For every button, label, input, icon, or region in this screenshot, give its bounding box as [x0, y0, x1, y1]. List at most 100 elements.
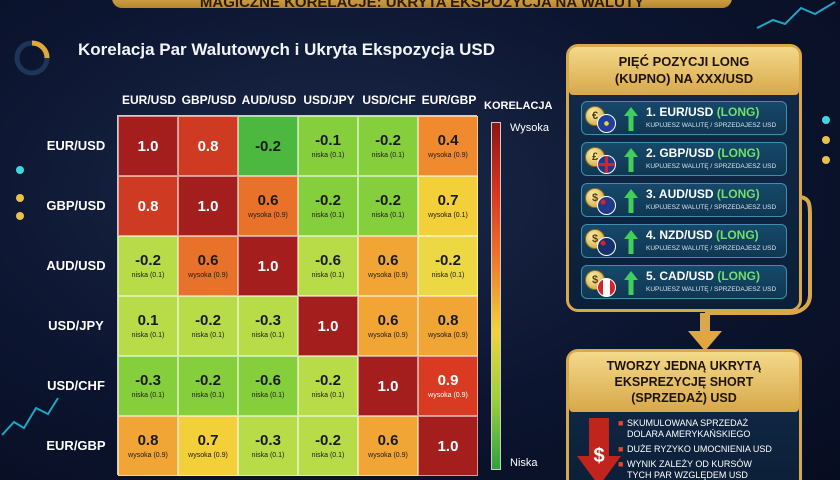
- position-title: 5. CAD/USD (LONG): [646, 269, 760, 283]
- row-header: USD/CHF: [47, 378, 105, 393]
- cell-sublabel: niska (0.1): [131, 391, 165, 399]
- cell-value: 0.7: [197, 431, 219, 449]
- up-arrow-icon: [624, 230, 638, 254]
- flag-icon: [597, 155, 616, 174]
- heatmap-cell: -0.2 niska (0.1): [298, 416, 358, 476]
- position-pair: 5. CAD/USD: [646, 269, 718, 283]
- cell-value: -0.2: [195, 311, 221, 329]
- heatmap-cell: -0.2 niska (0.1): [118, 236, 178, 296]
- heatmap-cell: 0.8 wysoka (0.9): [418, 296, 478, 356]
- long-position-item: €1. EUR/USD (LONG) KUPUJESZ WALUTĘ / SPRZ…: [581, 101, 787, 135]
- cell-sublabel: wysoka (0.9): [428, 391, 468, 399]
- chart-title: Korelacja Par Walutowych i Ukryta Ekspoz…: [78, 40, 495, 59]
- position-title: 1. EUR/USD (LONG): [646, 105, 759, 119]
- cell-value: -0.2: [435, 251, 461, 269]
- flag-icon: [597, 278, 616, 297]
- heatmap-cell: 0.6 wysoka (0.9): [358, 416, 418, 476]
- column-header: USD/CHF: [362, 93, 416, 107]
- cell-value: -0.2: [255, 137, 281, 155]
- heatmap-cell: -0.6 niska (0.1): [238, 356, 298, 416]
- flag-icon: [597, 114, 616, 133]
- heatmap-cell: -0.2 niska (0.1): [418, 236, 478, 296]
- bullet-dot-icon: ■: [618, 444, 624, 454]
- cell-value: -0.2: [135, 251, 161, 269]
- cell-value: 0.6: [377, 311, 399, 329]
- position-long-tag: (LONG): [717, 269, 760, 283]
- cell-sublabel: niska (0.1): [311, 391, 345, 399]
- down-arrow-dollar-icon: $: [577, 418, 621, 480]
- cell-sublabel: niska (0.1): [431, 271, 465, 279]
- cell-value: 0.6: [377, 431, 399, 449]
- cell-sublabel: wysoka (0.9): [128, 451, 168, 459]
- cell-sublabel: wysoka (0.9): [368, 331, 408, 339]
- cell-value: 1.0: [197, 197, 219, 215]
- heatmap-cell: 0.1 niska (0.1): [118, 296, 178, 356]
- cell-value: 0.6: [197, 251, 219, 269]
- column-header: AUD/USD: [241, 93, 297, 107]
- cell-value: 0.6: [257, 191, 279, 209]
- heatmap-cell: 0.8: [178, 116, 238, 176]
- legend-color-bar: [491, 122, 501, 470]
- row-header: USD/JPY: [48, 318, 104, 333]
- long-position-item: $5. CAD/USD (LONG) KUPUJESZ WALUTĘ / SPRZ…: [581, 265, 787, 299]
- heatmap-cell: 0.9 wysoka (0.9): [418, 356, 478, 416]
- legend-low-label: Niska: [510, 457, 538, 469]
- heatmap-cell: -0.2 niska (0.1): [178, 296, 238, 356]
- bullet-dot-icon: ■: [618, 418, 624, 428]
- bullet-item: ■ DUŻE RYZYKO UMOCNIENIA USD: [618, 444, 772, 454]
- heatmap-cell: 1.0: [118, 116, 178, 176]
- decorative-line-chart-left: [1, 397, 59, 436]
- position-pair: 1. EUR/USD: [646, 105, 717, 119]
- legend-title: KORELACJA: [484, 100, 553, 112]
- column-header: GBP/USD: [181, 93, 237, 107]
- short-exposure-panel: TWORZY JEDNĄ UKRYTĄ EKSPREZYCJĘ SHORT (S…: [566, 349, 802, 480]
- cell-sublabel: niska (0.1): [131, 271, 165, 279]
- heatmap-cell: -0.2: [238, 116, 298, 176]
- cell-value: -0.2: [315, 371, 341, 389]
- row-header: EUR/GBP: [46, 438, 106, 453]
- connector-arrow: [688, 195, 812, 351]
- position-description: KUPUJESZ WALUTĘ / SPRZEDAJESZ USD: [646, 245, 777, 252]
- heatmap-cell: 1.0: [238, 236, 298, 296]
- heatmap-cell: 1.0: [298, 296, 358, 356]
- cell-value: 0.7: [437, 191, 459, 209]
- short-panel-title-line1: TWORZY JEDNĄ UKRYTĄ: [606, 359, 762, 373]
- position-title: 2. GBP/USD (LONG): [646, 146, 760, 160]
- cell-sublabel: niska (0.1): [311, 271, 345, 279]
- position-description: KUPUJESZ WALUTĘ / SPRZEDAJESZ USD: [646, 122, 777, 129]
- cell-sublabel: wysoka (0.9): [188, 271, 228, 279]
- heatmap-cell: 1.0: [418, 416, 478, 476]
- cell-value: 1.0: [377, 377, 399, 395]
- position-description: KUPUJESZ WALUTĘ / SPRZEDAJESZ USD: [646, 163, 777, 170]
- position-description: KUPUJESZ WALUTĘ / SPRZEDAJESZ USD: [646, 204, 777, 211]
- long-position-item: £2. GBP/USD (LONG) KUPUJESZ WALUTĘ / SPRZ…: [581, 142, 787, 176]
- long-panel-title-line1: PIĘĆ POZYCJI LONG: [618, 54, 750, 69]
- cell-value: 0.8: [137, 197, 159, 215]
- row-header: AUD/USD: [46, 258, 106, 273]
- heatmap-cell: 0.6 wysoka (0.9): [358, 296, 418, 356]
- position-long-tag: (LONG): [716, 187, 760, 201]
- long-positions-panel: PIĘĆ POZYCJI LONG (KUPNO) NA XXX/USD €1.…: [566, 44, 802, 312]
- cell-sublabel: niska (0.1): [251, 391, 285, 399]
- cell-sublabel: niska (0.1): [191, 331, 225, 339]
- decorative-dots-right: [822, 116, 830, 164]
- cell-sublabel: niska (0.1): [311, 211, 345, 219]
- cell-sublabel: niska (0.1): [251, 331, 285, 339]
- heatmap-cell: -0.2 niska (0.1): [298, 356, 358, 416]
- cell-sublabel: wysoka (0.9): [368, 271, 408, 279]
- cell-sublabel: wysoka (0.9): [428, 331, 468, 339]
- cell-sublabel: wysoka (0.9): [188, 451, 228, 459]
- position-long-tag: (LONG): [716, 105, 760, 119]
- bullet-dot-icon: ■: [618, 459, 624, 469]
- heatmap-cell: -0.6 niska (0.1): [298, 236, 358, 296]
- position-long-tag: (LONG): [717, 146, 761, 160]
- up-arrow-icon: [624, 148, 638, 172]
- cell-sublabel: niska (0.1): [311, 151, 345, 159]
- cell-value: -0.3: [255, 311, 281, 329]
- cell-value: -0.3: [135, 371, 161, 389]
- column-header: USD/JPY: [303, 93, 355, 107]
- cell-value: -0.6: [255, 371, 281, 389]
- cell-value: 0.8: [197, 137, 219, 155]
- cell-value: 1.0: [317, 317, 339, 335]
- banner-title: MAGICZNE KORELACJE: UKRYTA EKSPOZYCJA NA…: [112, 0, 732, 8]
